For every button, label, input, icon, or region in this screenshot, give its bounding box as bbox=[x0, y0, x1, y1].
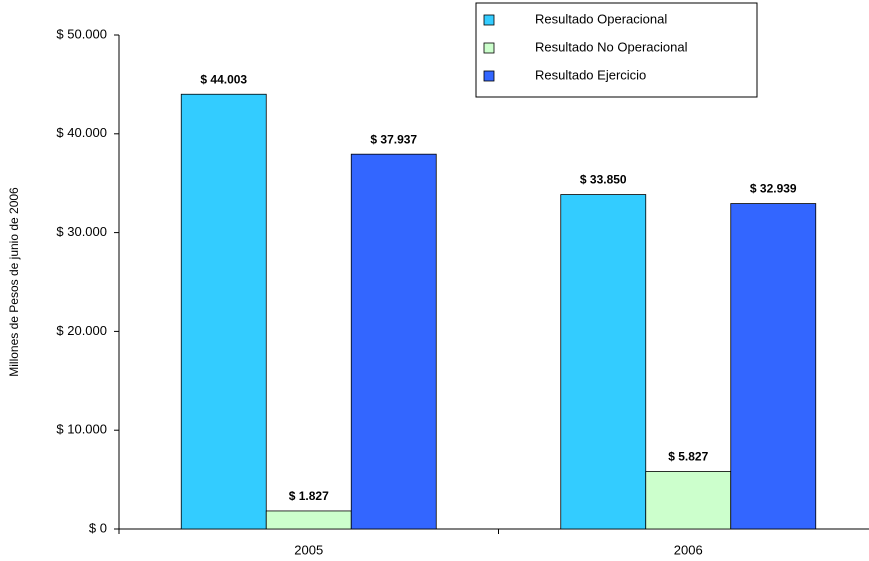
legend-swatch bbox=[483, 70, 495, 82]
bar bbox=[180, 93, 267, 530]
bar bbox=[645, 471, 732, 530]
y-tick-label: $ 0 bbox=[89, 520, 107, 535]
y-tick-label: $ 30.000 bbox=[56, 224, 107, 239]
y-tick-label: $ 50.000 bbox=[56, 26, 107, 41]
y-tick-label: $ 20.000 bbox=[56, 323, 107, 338]
legend-swatch bbox=[483, 42, 495, 54]
x-tick-label: 2006 bbox=[674, 542, 703, 557]
legend: Resultado Operacional Resultado No Operac… bbox=[475, 2, 758, 98]
value-label: $ 32.939 bbox=[750, 182, 797, 196]
value-label: $ 33.850 bbox=[580, 173, 627, 187]
bar bbox=[350, 153, 437, 530]
value-label: $ 1.827 bbox=[289, 489, 329, 503]
legend-label: Resultado Operacional bbox=[535, 11, 667, 26]
value-label: $ 44.003 bbox=[200, 72, 247, 86]
y-axis-label: Millones de Pesos de junio de 2006 bbox=[7, 187, 21, 377]
legend-label: Resultado No Operacional bbox=[535, 39, 688, 54]
bar bbox=[560, 194, 647, 530]
legend-label: Resultado Ejercicio bbox=[535, 67, 646, 82]
x-tick-label: 2005 bbox=[294, 542, 323, 557]
y-tick-label: $ 40.000 bbox=[56, 125, 107, 140]
bar bbox=[730, 203, 817, 530]
y-tick-label: $ 10.000 bbox=[56, 422, 107, 437]
bar bbox=[265, 510, 352, 530]
value-label: $ 5.827 bbox=[668, 450, 708, 464]
legend-box bbox=[475, 2, 758, 98]
value-label: $ 37.937 bbox=[370, 132, 417, 146]
legend-swatch bbox=[483, 14, 495, 26]
